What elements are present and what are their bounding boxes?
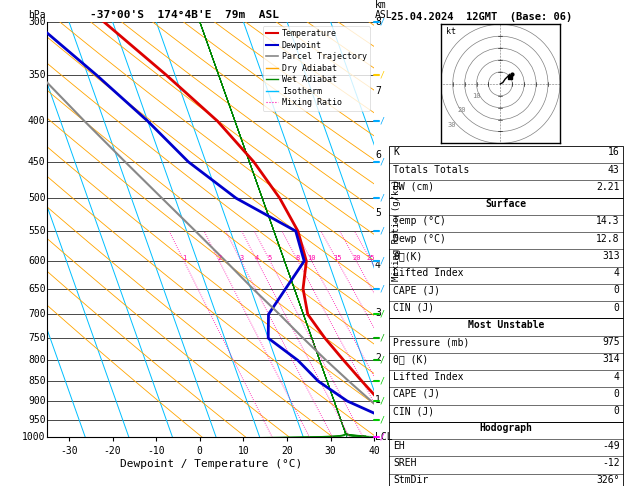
Text: SREH: SREH [393, 458, 416, 468]
Text: 20: 20 [457, 107, 466, 113]
Text: /: / [380, 194, 385, 203]
Text: /: / [380, 70, 385, 80]
Text: hPa: hPa [28, 10, 45, 20]
Text: PW (cm): PW (cm) [393, 182, 434, 192]
Text: Totals Totals: Totals Totals [393, 164, 469, 174]
Text: Surface: Surface [485, 199, 526, 209]
Text: θᴄ (K): θᴄ (K) [393, 354, 428, 364]
Text: Most Unstable: Most Unstable [467, 320, 544, 330]
Text: 800: 800 [28, 355, 45, 365]
Text: CAPE (J): CAPE (J) [393, 389, 440, 399]
Text: 500: 500 [28, 193, 45, 203]
Text: 650: 650 [28, 284, 45, 294]
Text: /: / [380, 415, 385, 424]
Text: 20: 20 [352, 255, 360, 261]
Text: 16: 16 [608, 147, 620, 157]
Text: kt: kt [445, 27, 455, 36]
Text: 0: 0 [614, 302, 620, 312]
Text: CIN (J): CIN (J) [393, 302, 434, 312]
Text: 1: 1 [375, 395, 381, 405]
Text: LCL: LCL [375, 433, 392, 442]
Text: -12: -12 [602, 458, 620, 468]
Text: 400: 400 [28, 116, 45, 126]
Text: 850: 850 [28, 376, 45, 386]
Text: /: / [380, 333, 385, 343]
Text: 2: 2 [375, 353, 381, 363]
Text: 450: 450 [28, 157, 45, 167]
Text: 0: 0 [614, 406, 620, 416]
Text: 10: 10 [308, 255, 316, 261]
Text: /: / [380, 257, 385, 265]
Text: -49: -49 [602, 440, 620, 451]
X-axis label: Dewpoint / Temperature (°C): Dewpoint / Temperature (°C) [120, 459, 302, 469]
Text: 43: 43 [608, 164, 620, 174]
Text: 326°: 326° [596, 475, 620, 485]
Text: 7: 7 [375, 87, 381, 96]
Text: 600: 600 [28, 256, 45, 266]
Text: 350: 350 [28, 70, 45, 80]
Text: Lifted Index: Lifted Index [393, 371, 464, 382]
Text: km
ASL: km ASL [375, 0, 392, 20]
Text: 2: 2 [217, 255, 221, 261]
Text: 900: 900 [28, 396, 45, 406]
Text: /: / [380, 117, 385, 126]
Text: 950: 950 [28, 415, 45, 425]
Text: StmDir: StmDir [393, 475, 428, 485]
Legend: Temperature, Dewpoint, Parcel Trajectory, Dry Adiabat, Wet Adiabat, Isotherm, Mi: Temperature, Dewpoint, Parcel Trajectory… [262, 26, 370, 111]
Text: 5: 5 [375, 208, 381, 218]
Text: 30: 30 [448, 122, 457, 128]
Text: 4: 4 [614, 268, 620, 278]
Text: Dewp (°C): Dewp (°C) [393, 233, 446, 243]
Text: 15: 15 [333, 255, 342, 261]
Text: 25.04.2024  12GMT  (Base: 06): 25.04.2024 12GMT (Base: 06) [391, 12, 572, 22]
Text: /: / [380, 310, 385, 319]
Text: /: / [380, 397, 385, 405]
Text: 1000: 1000 [22, 433, 45, 442]
Text: 14.3: 14.3 [596, 216, 620, 226]
Text: Mixing Ratio (g/kg): Mixing Ratio (g/kg) [392, 178, 401, 281]
Text: 8: 8 [296, 255, 300, 261]
Text: 300: 300 [28, 17, 45, 27]
Text: 3: 3 [239, 255, 243, 261]
Text: /: / [380, 433, 385, 442]
Text: 313: 313 [602, 251, 620, 261]
Text: 5: 5 [268, 255, 272, 261]
Text: 2.21: 2.21 [596, 182, 620, 192]
Text: /: / [380, 157, 385, 166]
Text: 700: 700 [28, 309, 45, 319]
Text: /: / [380, 356, 385, 365]
Text: Lifted Index: Lifted Index [393, 268, 464, 278]
Text: 4: 4 [375, 260, 381, 270]
Text: 314: 314 [602, 354, 620, 364]
Text: 10: 10 [472, 93, 481, 99]
Text: 0: 0 [614, 389, 620, 399]
Text: 4: 4 [255, 255, 259, 261]
Text: Temp (°C): Temp (°C) [393, 216, 446, 226]
Text: CIN (J): CIN (J) [393, 406, 434, 416]
Text: /: / [380, 284, 385, 293]
Text: Hodograph: Hodograph [479, 423, 532, 434]
Text: 975: 975 [602, 337, 620, 347]
Text: -37°00'S  174°4B'E  79m  ASL: -37°00'S 174°4B'E 79m ASL [90, 10, 279, 20]
Text: Pressure (mb): Pressure (mb) [393, 337, 469, 347]
Text: 6: 6 [375, 150, 381, 160]
Text: EH: EH [393, 440, 405, 451]
Text: 550: 550 [28, 226, 45, 236]
Text: /: / [380, 17, 385, 26]
Text: 25: 25 [367, 255, 376, 261]
Text: θᴄ(K): θᴄ(K) [393, 251, 423, 261]
Text: CAPE (J): CAPE (J) [393, 285, 440, 295]
Text: /: / [380, 377, 385, 386]
Text: /: / [380, 226, 385, 236]
Text: K: K [393, 147, 399, 157]
Text: 750: 750 [28, 333, 45, 343]
Text: 0: 0 [614, 285, 620, 295]
Text: 12.8: 12.8 [596, 233, 620, 243]
Text: 3: 3 [375, 308, 381, 318]
Text: 4: 4 [614, 371, 620, 382]
Text: 8: 8 [375, 17, 381, 27]
Text: 1: 1 [182, 255, 186, 261]
